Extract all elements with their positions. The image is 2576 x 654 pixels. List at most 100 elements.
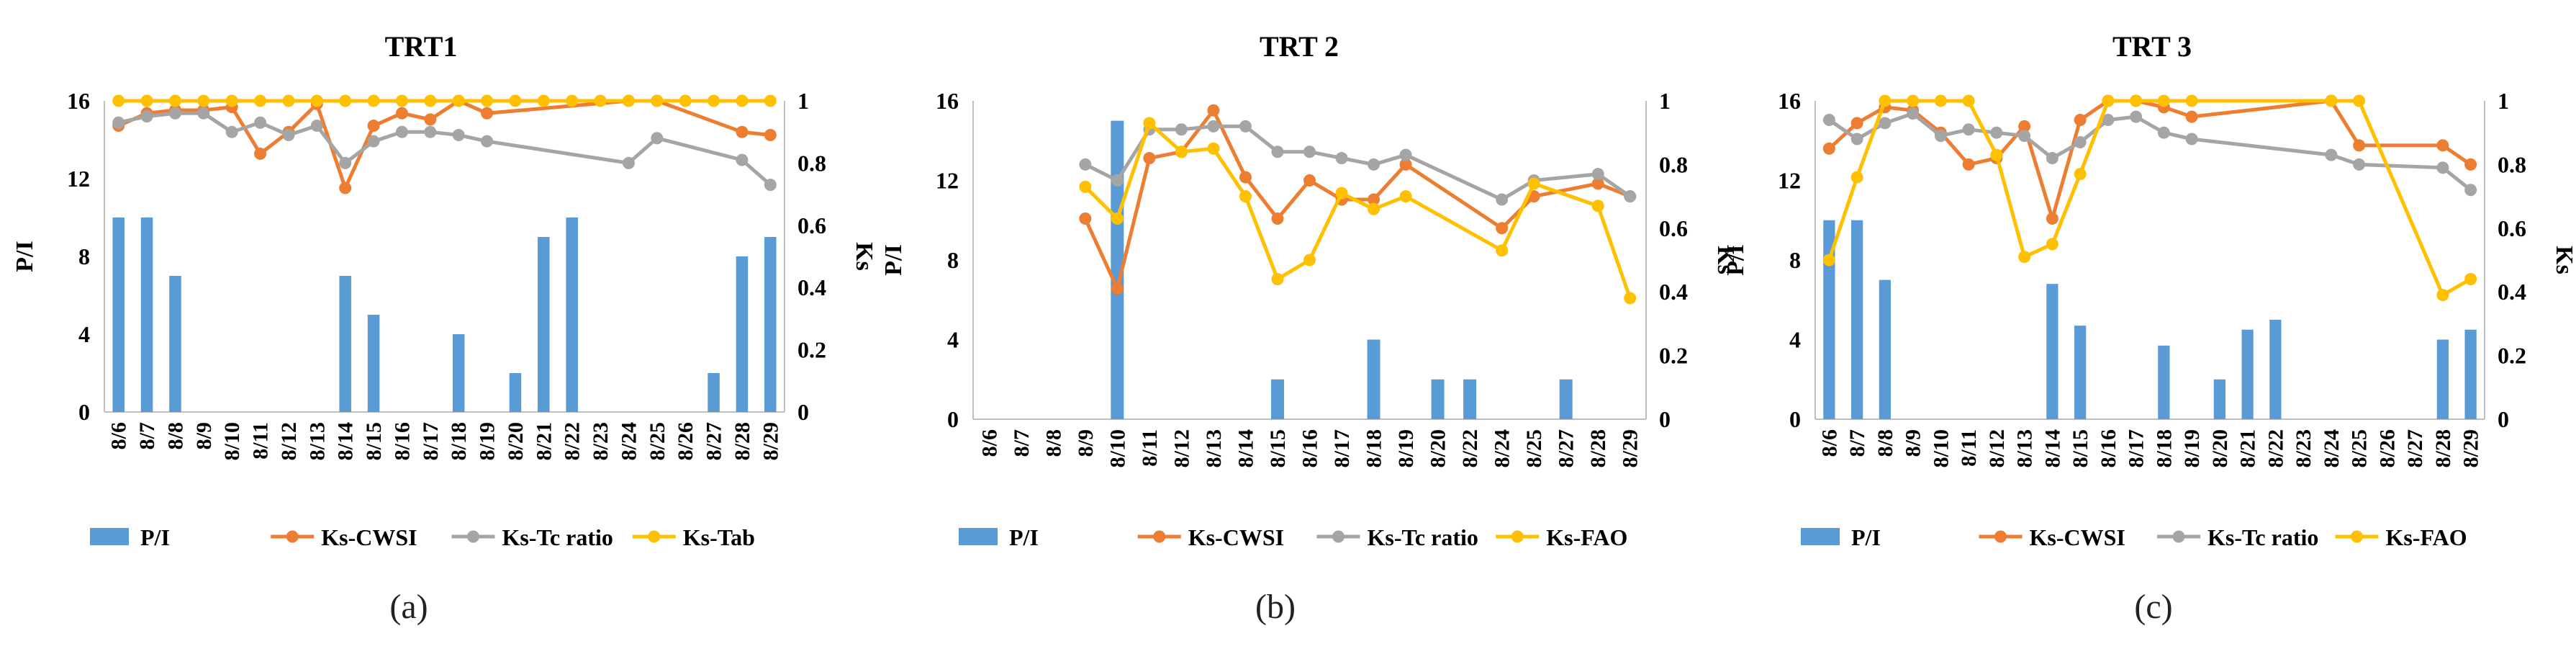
y-right-tick-label: 1: [2498, 88, 2509, 114]
point-cwsi: [2185, 110, 2198, 123]
bar-pi: [2213, 379, 2226, 419]
y-left-tick-label: 0: [78, 399, 90, 425]
x-tick-label: 8/14: [2041, 429, 2064, 467]
y-right-axis-title: Ks: [851, 242, 877, 271]
subfigure-label-b: (b): [1255, 588, 1296, 626]
x-tick-label: 8/8: [1041, 429, 1065, 457]
line-cwsi: [1827, 99, 2472, 225]
x-tick-label: 8/29: [759, 422, 782, 460]
point-ks3: [1143, 117, 1156, 130]
point-cwsi: [1303, 174, 1316, 187]
x-tick-label: 8/6: [977, 429, 1001, 457]
point-ks3: [367, 94, 380, 107]
point-tc: [764, 179, 777, 192]
point-tc: [339, 156, 352, 169]
point-cwsi: [1079, 212, 1092, 225]
point-cwsi: [1822, 142, 1835, 155]
point-ks3: [1271, 273, 1284, 286]
bar-pi: [2074, 326, 2087, 419]
y-right-tick-label: 0: [797, 399, 809, 425]
point-cwsi: [254, 147, 267, 160]
point-cwsi: [1368, 193, 1380, 206]
y-left-tick-label: 16: [67, 88, 90, 114]
legend-swatch-pi: [90, 528, 129, 545]
point-tc: [2102, 114, 2115, 127]
bar-pi: [736, 256, 749, 412]
x-tick-label: 8/6: [1817, 429, 1841, 457]
point-ks3: [2018, 251, 2031, 264]
chart-title: TRT1: [385, 30, 458, 63]
legend-marker-cwsi: [1994, 530, 2007, 543]
x-tick-label: 8/21: [532, 422, 556, 460]
point-tc: [1496, 193, 1509, 206]
y-right-tick-label: 0.6: [2498, 215, 2526, 241]
point-tc: [2074, 135, 2087, 148]
point-ks3: [679, 94, 692, 107]
x-tick-label: 8/7: [1010, 429, 1034, 457]
subfigure-label-a: (a): [389, 588, 428, 626]
point-tc: [367, 135, 380, 148]
point-tc: [168, 107, 181, 120]
y-left-axis-title: P/I: [880, 244, 907, 275]
x-tick-label: 8/19: [476, 422, 500, 460]
point-cwsi: [1239, 171, 1252, 184]
bar-pi: [2436, 339, 2449, 419]
x-tick-label: 8/27: [1555, 429, 1578, 467]
point-ks3: [1850, 171, 1863, 184]
legend-label: Ks-CWSI: [2030, 524, 2125, 550]
point-cwsi: [2074, 114, 2087, 127]
point-tc: [2436, 161, 2449, 174]
point-ks3: [509, 94, 522, 107]
point-tc: [1990, 126, 2003, 139]
point-ks3: [1335, 187, 1348, 200]
bar-pi: [1111, 120, 1124, 419]
x-tick-label: 8/20: [1427, 429, 1450, 467]
x-tick-label: 8/24: [617, 422, 641, 460]
point-ks3: [2436, 289, 2449, 302]
point-cwsi: [367, 120, 380, 133]
point-ks3: [225, 94, 238, 107]
bar-pi: [169, 276, 181, 412]
y-right-tick-label: 1: [1659, 88, 1671, 114]
legend-label: Ks-CWSI: [321, 524, 417, 550]
bar-pi: [566, 218, 578, 412]
x-tick-label: 8/13: [1202, 429, 1226, 467]
point-tc: [1399, 148, 1412, 161]
point-cwsi: [2436, 139, 2449, 152]
x-tick-label: 8/9: [1074, 429, 1098, 457]
point-tc: [112, 116, 125, 129]
point-cwsi: [339, 182, 352, 194]
y-right-tick-label: 0.4: [797, 274, 826, 300]
y-right-tick-label: 0.2: [1659, 343, 1688, 369]
point-ks3: [1990, 148, 2003, 161]
legend-marker-ks3: [2351, 530, 2363, 543]
point-tc: [1175, 123, 1188, 136]
x-tick-label: 8/22: [1458, 429, 1482, 467]
y-left-tick-label: 8: [78, 243, 90, 269]
point-cwsi: [2464, 158, 2477, 171]
bar-pi: [452, 334, 465, 412]
point-tc: [481, 135, 494, 148]
point-tc: [197, 107, 210, 120]
point-tc: [651, 132, 664, 145]
line-cwsi: [117, 99, 771, 193]
bar-pi: [2158, 345, 2170, 419]
point-ks3: [537, 94, 550, 107]
point-ks3: [1879, 94, 1892, 107]
x-tick-label: 8/27: [702, 422, 726, 460]
point-ks3: [1907, 94, 1920, 107]
point-cwsi: [764, 129, 777, 142]
legend-label: Ks-Tc ratio: [1368, 524, 1478, 550]
bar-pi: [2046, 284, 2058, 419]
x-tick-label: 8/9: [192, 422, 216, 449]
y-left-tick-label: 4: [78, 321, 90, 347]
point-tc: [1111, 174, 1124, 187]
point-ks3: [2102, 94, 2115, 107]
point-tc: [310, 120, 323, 133]
x-tick-label: 8/17: [2125, 429, 2148, 467]
legend-marker-cwsi: [286, 530, 299, 543]
x-tick-label: 8/15: [2069, 429, 2092, 467]
legend-marker-tc: [467, 530, 479, 543]
point-tc: [1962, 123, 1975, 136]
x-tick-label: 8/18: [1362, 429, 1386, 467]
